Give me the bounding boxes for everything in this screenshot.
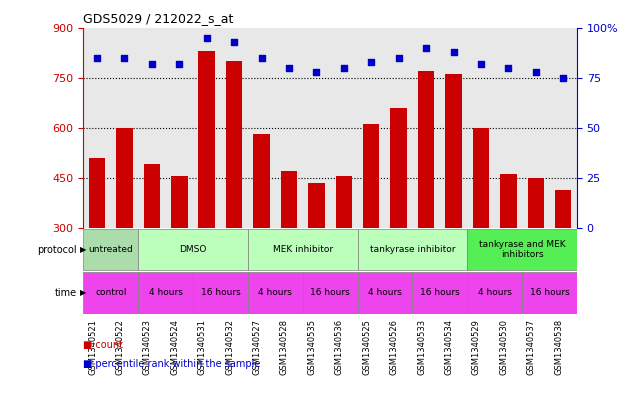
Text: GSM1340537: GSM1340537 <box>527 319 536 375</box>
Bar <box>226 61 242 228</box>
Text: GSM1340535: GSM1340535 <box>308 319 317 375</box>
Text: MEK inhibitor: MEK inhibitor <box>272 245 333 254</box>
Bar <box>253 134 270 228</box>
Point <box>338 64 349 71</box>
Text: 4 hours: 4 hours <box>368 288 402 297</box>
Text: control: control <box>95 288 126 297</box>
Bar <box>199 51 215 228</box>
Point <box>394 55 404 61</box>
Bar <box>83 229 138 270</box>
Text: GSM1340526: GSM1340526 <box>390 319 399 375</box>
Text: GSM1340532: GSM1340532 <box>225 319 234 375</box>
Bar <box>281 171 297 228</box>
Text: protocol: protocol <box>37 244 77 255</box>
Bar <box>358 272 412 314</box>
Bar <box>390 108 407 228</box>
Bar <box>555 189 571 228</box>
Text: GSM1340527: GSM1340527 <box>253 319 262 375</box>
Text: tankyrase inhibitor: tankyrase inhibitor <box>370 245 455 254</box>
Text: GSM1340533: GSM1340533 <box>417 319 426 375</box>
Text: 16 hours: 16 hours <box>420 288 460 297</box>
Bar <box>144 164 160 228</box>
Text: 16 hours: 16 hours <box>529 288 569 297</box>
Text: time: time <box>54 288 77 298</box>
Bar <box>308 183 324 228</box>
Bar <box>363 124 379 228</box>
Bar <box>138 229 248 270</box>
Point <box>174 61 185 67</box>
Text: untreated: untreated <box>88 245 133 254</box>
Point <box>284 64 294 71</box>
Text: ▶: ▶ <box>80 288 87 297</box>
Bar <box>418 71 435 228</box>
Point <box>448 48 458 55</box>
Bar <box>336 176 352 228</box>
Bar <box>528 178 544 228</box>
Text: GSM1340528: GSM1340528 <box>280 319 289 375</box>
Bar <box>248 272 303 314</box>
Text: GDS5029 / 212022_s_at: GDS5029 / 212022_s_at <box>83 12 234 25</box>
Bar <box>303 272 358 314</box>
Bar <box>500 174 517 228</box>
Point <box>92 55 102 61</box>
Bar <box>445 74 462 228</box>
Text: GSM1340536: GSM1340536 <box>335 319 344 375</box>
Bar <box>358 229 467 270</box>
Text: 4 hours: 4 hours <box>478 288 512 297</box>
Text: GSM1340523: GSM1340523 <box>143 319 152 375</box>
Point <box>147 61 157 67</box>
Point <box>256 55 267 61</box>
Bar <box>83 272 138 314</box>
Bar <box>193 272 248 314</box>
Point <box>229 39 239 45</box>
Text: ■ percentile rank within the sample: ■ percentile rank within the sample <box>83 360 261 369</box>
Bar <box>138 272 193 314</box>
Text: 16 hours: 16 hours <box>201 288 240 297</box>
Bar <box>472 128 489 228</box>
Point <box>558 75 569 81</box>
Text: 4 hours: 4 hours <box>258 288 292 297</box>
Text: 16 hours: 16 hours <box>310 288 350 297</box>
Bar <box>467 229 577 270</box>
Text: GSM1340525: GSM1340525 <box>362 319 371 375</box>
Bar <box>412 272 467 314</box>
Text: 4 hours: 4 hours <box>149 288 183 297</box>
Text: GSM1340522: GSM1340522 <box>115 319 124 375</box>
Point <box>119 55 129 61</box>
Text: GSM1340521: GSM1340521 <box>88 319 97 375</box>
Text: GSM1340538: GSM1340538 <box>554 319 563 375</box>
Point <box>421 44 431 51</box>
Bar <box>116 128 133 228</box>
Bar <box>248 229 358 270</box>
Bar <box>89 158 105 228</box>
Bar <box>467 272 522 314</box>
Point <box>312 68 322 75</box>
Text: tankyrase and MEK
inhibitors: tankyrase and MEK inhibitors <box>479 240 565 259</box>
Text: ■ count: ■ count <box>83 340 123 350</box>
Point <box>366 59 376 65</box>
Bar <box>171 176 188 228</box>
Text: ▶: ▶ <box>80 245 87 254</box>
Text: GSM1340524: GSM1340524 <box>171 319 179 375</box>
Text: GSM1340530: GSM1340530 <box>499 319 508 375</box>
Text: GSM1340529: GSM1340529 <box>472 319 481 375</box>
Text: GSM1340534: GSM1340534 <box>444 319 453 375</box>
Point <box>531 68 541 75</box>
Text: DMSO: DMSO <box>179 245 206 254</box>
Point <box>476 61 486 67</box>
Point <box>201 35 212 41</box>
Bar <box>522 272 577 314</box>
Point <box>503 64 513 71</box>
Text: GSM1340531: GSM1340531 <box>197 319 206 375</box>
